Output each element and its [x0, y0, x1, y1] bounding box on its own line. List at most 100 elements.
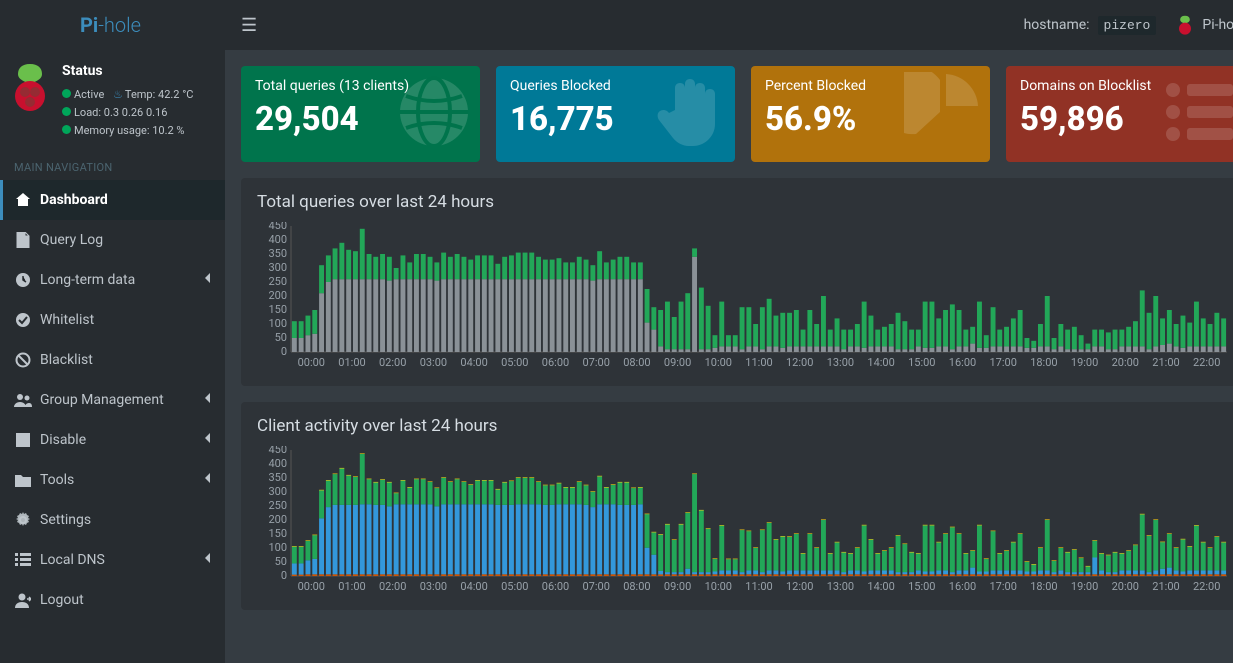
nav-item-query-log[interactable]: Query Log [0, 220, 225, 260]
svg-text:02:00: 02:00 [379, 356, 406, 369]
pihole-small-logo-icon[interactable] [1176, 15, 1194, 35]
nav-item-disable[interactable]: Disable [0, 420, 225, 460]
nav-item-local-dns[interactable]: Local DNS [0, 540, 225, 580]
chart1-wrap: 05010015020025030035040045000:0001:0002:… [241, 218, 1233, 376]
list-icon [1159, 72, 1233, 156]
stat-box-0[interactable]: Total queries (13 clients)29,504 [241, 66, 480, 162]
svg-text:100: 100 [268, 541, 287, 554]
svg-text:16:00: 16:00 [949, 580, 976, 593]
svg-text:05:00: 05:00 [501, 356, 528, 369]
svg-text:350: 350 [268, 471, 287, 484]
svg-text:04:00: 04:00 [460, 580, 487, 593]
file-icon [14, 232, 32, 248]
chevron-left-icon [203, 272, 211, 288]
temp-value: 42.2 °C [158, 88, 193, 101]
nav-item-whitelist[interactable]: Whitelist [0, 300, 225, 340]
active-label: Active [74, 88, 104, 101]
svg-text:200: 200 [268, 289, 287, 302]
content: Total queries (13 clients)29,504Queries … [225, 50, 1233, 626]
svg-text:300: 300 [268, 485, 287, 498]
svg-text:05:00: 05:00 [501, 580, 528, 593]
svg-text:450: 450 [268, 446, 287, 456]
nav-item-label: Disable [40, 432, 86, 448]
brand-hole: -hole [98, 13, 141, 37]
nav-item-logout[interactable]: Logout [0, 580, 225, 620]
nav-item-label: Query Log [40, 232, 103, 248]
svg-text:07:00: 07:00 [582, 356, 609, 369]
svg-text:00:00: 00:00 [298, 356, 325, 369]
chart1-title: Total queries over last 24 hours [241, 178, 1233, 218]
chevron-left-icon [203, 432, 211, 448]
svg-text:14:00: 14:00 [867, 356, 894, 369]
svg-text:21:00: 21:00 [1152, 356, 1179, 369]
nav-item-label: Dashboard [40, 192, 108, 208]
check-circle-icon [14, 312, 32, 328]
hamburger-icon[interactable]: ☰ [241, 15, 257, 36]
topbar-right: hostname: pizero Pi-hole [1024, 15, 1233, 35]
svg-text:15:00: 15:00 [908, 580, 935, 593]
nav-item-group-management[interactable]: Group Management [0, 380, 225, 420]
stat-box-1[interactable]: Queries Blocked16,775 [496, 66, 735, 162]
brand[interactable]: Pi-hole [0, 0, 225, 50]
svg-text:19:00: 19:00 [1071, 356, 1098, 369]
chart2-title: Client activity over last 24 hours [241, 402, 1233, 442]
svg-text:13:00: 13:00 [827, 580, 854, 593]
svg-text:21:00: 21:00 [1152, 580, 1179, 593]
svg-text:250: 250 [268, 499, 287, 512]
nav-item-label: Long-term data [40, 272, 135, 288]
svg-text:11:00: 11:00 [745, 356, 772, 369]
nav-item-dashboard[interactable]: Dashboard [0, 180, 225, 220]
svg-text:20:00: 20:00 [1112, 580, 1139, 593]
nav-item-label: Settings [40, 512, 91, 528]
svg-text:10:00: 10:00 [705, 580, 732, 593]
svg-text:01:00: 01:00 [338, 356, 365, 369]
svg-text:14:00: 14:00 [867, 580, 894, 593]
chart2-wrap: 05010015020025030035040045000:0001:0002:… [241, 442, 1233, 600]
svg-text:11:00: 11:00 [745, 580, 772, 593]
folder-icon [14, 473, 32, 487]
nav-header: MAIN NAVIGATION [0, 149, 225, 180]
svg-text:03:00: 03:00 [420, 356, 447, 369]
svg-text:00:00: 00:00 [298, 580, 325, 593]
svg-text:01:00: 01:00 [338, 580, 365, 593]
svg-text:20:00: 20:00 [1112, 356, 1139, 369]
hand-icon [649, 72, 729, 156]
nav-item-blacklist[interactable]: Blacklist [0, 340, 225, 380]
app-name[interactable]: Pi-hole [1202, 17, 1233, 33]
users-icon [14, 392, 32, 408]
svg-text:0: 0 [281, 345, 287, 358]
nav-item-settings[interactable]: Settings [0, 500, 225, 540]
svg-text:06:00: 06:00 [542, 356, 569, 369]
list-icon [14, 553, 32, 567]
status-active-row: Active ♨Temp: 42.2 °C [62, 86, 193, 104]
status-load-row: Load: 0.3 0.26 0.16 [62, 104, 193, 122]
nav-item-label: Tools [40, 472, 74, 488]
svg-text:200: 200 [268, 513, 287, 526]
panel-total-queries: Total queries over last 24 hours 0501001… [241, 178, 1233, 386]
mem-value: 10.2 % [152, 124, 184, 137]
status-block: Status Active ♨Temp: 42.2 °C Load: 0.3 0… [0, 50, 225, 149]
load-dot-icon [62, 107, 71, 116]
svg-text:19:00: 19:00 [1071, 580, 1098, 593]
cog-icon [14, 512, 32, 528]
globe-icon [394, 72, 474, 156]
hostname-label: hostname: [1024, 17, 1090, 33]
stat-box-2[interactable]: Percent Blocked56.9% [751, 66, 990, 162]
svg-text:17:00: 17:00 [989, 580, 1016, 593]
svg-text:03:00: 03:00 [420, 580, 447, 593]
svg-text:18:00: 18:00 [1030, 580, 1057, 593]
chart1: 05010015020025030035040045000:0001:0002:… [255, 222, 1231, 372]
hostname-value: pizero [1098, 16, 1157, 35]
status-title: Status [62, 60, 193, 82]
svg-text:0: 0 [281, 569, 287, 582]
nav-item-tools[interactable]: Tools [0, 460, 225, 500]
brand-pi: Pi [80, 13, 98, 37]
chevron-left-icon [203, 552, 211, 568]
topbar: ☰ hostname: pizero Pi-hole [225, 0, 1233, 50]
status-mem-row: Memory usage: 10.2 % [62, 122, 193, 140]
nav-item-long-term-data[interactable]: Long-term data [0, 260, 225, 300]
temp-label: Temp: [125, 88, 155, 101]
stat-box-3[interactable]: Domains on Blocklist59,896 [1006, 66, 1233, 162]
chevron-left-icon [203, 472, 211, 488]
home-icon [14, 192, 32, 208]
